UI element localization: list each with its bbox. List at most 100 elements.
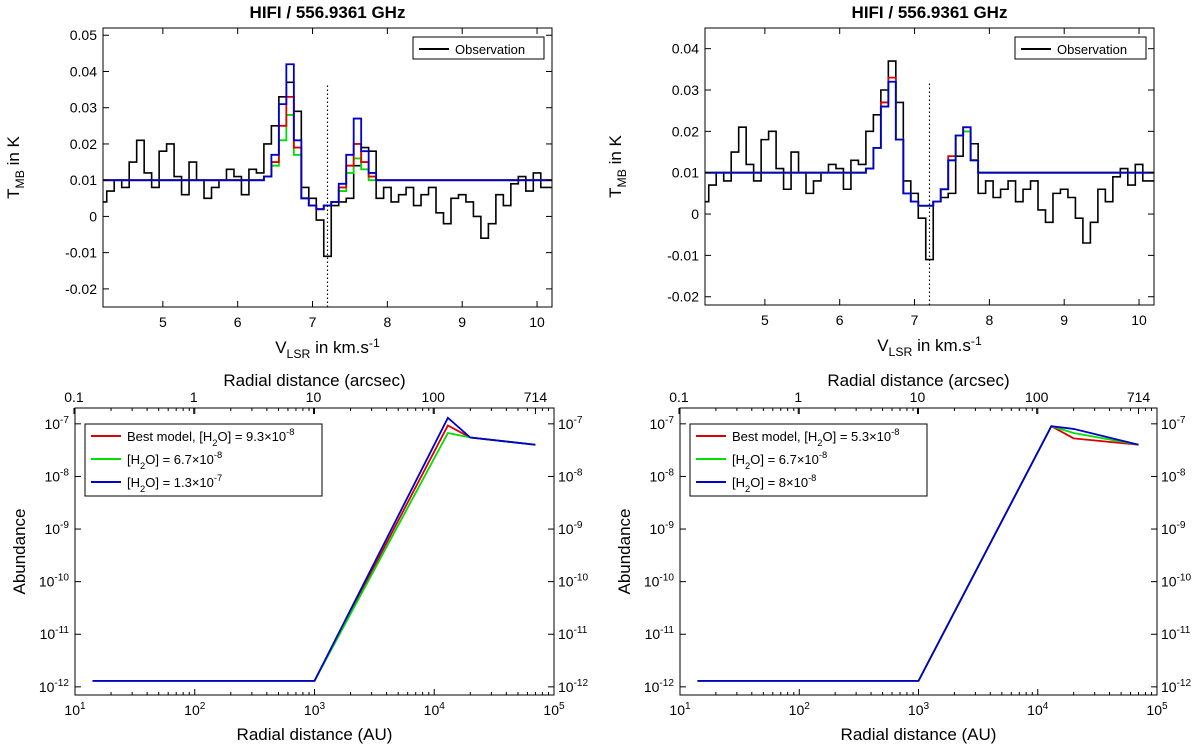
x-tick-label: 9 bbox=[1060, 312, 1068, 328]
series-line-3 bbox=[697, 425, 1139, 682]
y-tick-label: 0.01 bbox=[70, 172, 97, 188]
x-tick-label: 5 bbox=[761, 312, 769, 328]
series-line-3 bbox=[705, 80, 1154, 207]
top-x-tick-label: 1 bbox=[190, 389, 198, 405]
series-line-3 bbox=[103, 95, 552, 211]
chart-title: HIFI / 556.9361 GHz bbox=[852, 3, 1008, 22]
top-x-tick-label: 714 bbox=[1127, 389, 1151, 405]
y-tick-label: 10-8 bbox=[44, 467, 69, 484]
top-x-tick-label: 10 bbox=[306, 389, 322, 405]
legend-box bbox=[689, 423, 928, 497]
y-tick-label: 10-12 bbox=[644, 678, 675, 695]
top-x-tick-label: 10 bbox=[910, 389, 926, 405]
y-tick-label: 10-9 bbox=[44, 520, 69, 537]
top-x-tick-label: 714 bbox=[524, 389, 548, 405]
legend-label: [H2O] = 1.3×10-7 bbox=[127, 473, 222, 494]
legend: Best model, [H2O] = 5.3×10-8[H2O] = 6.7×… bbox=[689, 423, 928, 497]
x-tick-label: 10 bbox=[529, 314, 545, 330]
legend-label: Best model, [H2O] = 5.3×10-8 bbox=[732, 427, 899, 448]
top-x-tick-label: 0.1 bbox=[669, 389, 689, 405]
y-tick-label-right: 10-11 bbox=[558, 625, 588, 642]
x-tick-label: 7 bbox=[309, 314, 317, 330]
x-tick-label: 8 bbox=[985, 312, 993, 328]
series-line-4 bbox=[705, 80, 1154, 207]
y-tick-label: 10-12 bbox=[39, 678, 70, 695]
legend-box bbox=[1014, 36, 1147, 60]
legend-label: [H2O] = 6.7×10-8 bbox=[127, 450, 222, 471]
top-x-tick-label: 0.1 bbox=[64, 389, 84, 405]
x-tick-label: 105 bbox=[543, 701, 565, 718]
x-axis-label: VLSR in km.s-1 bbox=[275, 336, 380, 361]
series-line-1 bbox=[103, 81, 552, 258]
x-axis-label: VLSR in km.s-1 bbox=[877, 334, 982, 359]
top-x-tick-label: 100 bbox=[1025, 389, 1049, 405]
series-line-2 bbox=[103, 114, 552, 211]
y-tick-label-right: 10-9 bbox=[1161, 520, 1186, 537]
y-tick-label: 10-8 bbox=[649, 467, 674, 484]
x-tick-label: 6 bbox=[836, 312, 844, 328]
plot-frame bbox=[704, 27, 1155, 306]
y-tick-label: -0.01 bbox=[667, 247, 699, 263]
series-group bbox=[705, 60, 1154, 261]
y-tick-label: -0.02 bbox=[65, 281, 97, 297]
y-tick-label: 10-10 bbox=[644, 573, 675, 590]
series-group bbox=[92, 416, 536, 682]
legend-label: Observation bbox=[455, 42, 525, 57]
series-line-4 bbox=[103, 63, 552, 211]
y-axis-label: Abundance bbox=[615, 508, 634, 594]
top-x-tick-label: 1 bbox=[794, 389, 802, 405]
legend-label: [H2O] = 8×10-8 bbox=[732, 473, 816, 494]
x-tick-label: 8 bbox=[383, 314, 391, 330]
y-tick-label: -0.02 bbox=[667, 289, 699, 305]
top-x-axis-label: Radial distance (arcsec) bbox=[223, 371, 405, 390]
x-tick-label: 10 bbox=[1131, 312, 1147, 328]
y-tick-label-right: 10-12 bbox=[1161, 678, 1192, 695]
x-tick-label: 105 bbox=[1146, 701, 1168, 718]
legend-box bbox=[84, 423, 323, 497]
series-group bbox=[697, 425, 1139, 682]
y-tick-label: 10-10 bbox=[39, 573, 70, 590]
legend: Best model, [H2O] = 9.3×10-8[H2O] = 6.7×… bbox=[84, 423, 323, 497]
x-tick-label: 7 bbox=[911, 312, 919, 328]
y-tick-label: 0.04 bbox=[70, 63, 97, 79]
x-tick-label: 104 bbox=[424, 701, 446, 718]
top-x-tick-label: 100 bbox=[422, 389, 446, 405]
legend-label: Best model, [H2O] = 9.3×10-8 bbox=[127, 427, 294, 448]
x-tick-label: 101 bbox=[64, 701, 86, 718]
chart-title: HIFI / 556.9361 GHz bbox=[250, 3, 406, 22]
legend: Observation bbox=[1014, 36, 1147, 60]
x-tick-label: 6 bbox=[234, 314, 242, 330]
y-tick-label-right: 10-10 bbox=[558, 573, 589, 590]
y-axis-label: Abundance bbox=[10, 508, 29, 594]
y-tick-label: 10-7 bbox=[44, 415, 69, 432]
series-line-1 bbox=[705, 60, 1154, 261]
chart-panel-1: 5 6 7 8 9 10 -0.02 -0.01 0 0.01 0.02 0.03 0.04 0.05 VL… bbox=[4, 3, 553, 361]
y-tick-label: 0.01 bbox=[672, 165, 699, 181]
y-tick-label: 0.04 bbox=[672, 41, 699, 57]
y-tick-label-right: 10-11 bbox=[1161, 625, 1191, 642]
x-axis-label: Radial distance (AU) bbox=[841, 725, 997, 744]
x-tick-label: 103 bbox=[908, 701, 930, 718]
y-axis-label: TMB in K bbox=[4, 135, 27, 198]
y-tick-label: 0.02 bbox=[70, 136, 97, 152]
y-tick-label-right: 10-9 bbox=[558, 520, 583, 537]
y-tick-label-right: 10-7 bbox=[558, 415, 583, 432]
x-tick-label: 5 bbox=[159, 314, 167, 330]
y-tick-label-right: 10-10 bbox=[1161, 573, 1192, 590]
y-tick-label: 0 bbox=[89, 208, 97, 224]
x-tick-label: 102 bbox=[184, 701, 206, 718]
series-line-2 bbox=[705, 76, 1154, 207]
chart-panel-2: 5 6 7 8 9 10 -0.02 -0.01 0 0.01 0.02 0.03 0.04 VLSR i… bbox=[606, 3, 1155, 359]
y-tick-label: 10-11 bbox=[645, 625, 675, 642]
y-tick-label: 0.03 bbox=[70, 100, 97, 116]
y-tick-label: 10-11 bbox=[40, 625, 70, 642]
plot-frame bbox=[102, 27, 553, 308]
y-tick-label: 0.05 bbox=[70, 27, 97, 43]
y-tick-label: 10-9 bbox=[649, 520, 674, 537]
series-line-3 bbox=[92, 416, 536, 682]
legend: Observation bbox=[412, 36, 545, 60]
y-tick-label: -0.01 bbox=[65, 245, 97, 261]
